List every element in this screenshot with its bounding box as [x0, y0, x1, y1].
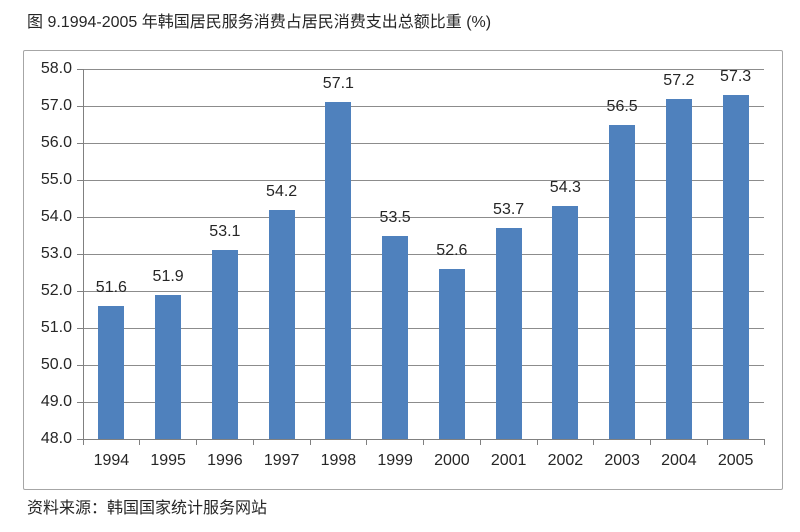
x-axis-tick: [139, 439, 141, 445]
gridline: [83, 253, 764, 255]
gridline: [83, 401, 764, 403]
y-axis-tick: [77, 401, 83, 403]
bar-2005: [722, 94, 749, 439]
x-axis-line: [77, 438, 765, 440]
x-axis-tick-label: 1994: [93, 452, 130, 469]
x-axis-tick: [252, 439, 254, 445]
x-axis-tick-label: 1995: [150, 452, 186, 469]
y-axis-tick: [77, 216, 83, 218]
bar-2004: [665, 98, 692, 439]
x-axis-tick: [479, 439, 481, 445]
y-axis-tick-label: 57.0: [40, 97, 72, 114]
y-axis-tick: [77, 327, 83, 329]
bar-value-label: 57.1: [322, 75, 354, 93]
y-axis-tick: [77, 364, 83, 366]
x-axis-tick-label: 1998: [320, 452, 357, 469]
x-axis-tick: [763, 439, 765, 445]
x-axis-tick-label: 1997: [263, 452, 300, 469]
gridline: [83, 290, 764, 292]
gridline: [83, 68, 764, 70]
x-axis-tick-label: 2003: [604, 452, 640, 469]
y-axis-tick-label: 54.0: [40, 208, 72, 225]
gridline: [83, 179, 764, 181]
bar-1996: [211, 250, 238, 439]
gridline: [83, 364, 764, 366]
y-axis-tick-label: 58.0: [40, 60, 72, 77]
y-axis-tick-label: 56.0: [40, 134, 72, 151]
y-axis-tick-label: 51.0: [40, 319, 72, 336]
figure-title: 图 9.1994-2005 年韩国居民服务消费占居民消费支出总额比重 (%): [27, 14, 492, 31]
bar-1995: [155, 294, 182, 439]
bar-value-label: 54.2: [266, 182, 298, 200]
y-axis-tick: [77, 142, 83, 144]
bar-1999: [382, 235, 409, 439]
x-axis-tick: [82, 439, 84, 445]
gridline: [83, 105, 764, 107]
x-axis-tick: [650, 439, 651, 445]
bar-2002: [552, 205, 579, 439]
y-axis-tick-label: 53.0: [40, 245, 72, 262]
x-axis-tick-label: 2004: [661, 452, 697, 469]
bar-2001: [495, 228, 522, 439]
bar-2003: [609, 124, 636, 439]
bar-value-label: 56.5: [606, 97, 638, 115]
gridline: [83, 327, 764, 329]
x-axis-tick: [706, 439, 708, 445]
y-axis-tick-label: 50.0: [40, 356, 72, 373]
x-axis-tick: [423, 439, 424, 445]
y-axis-tick: [77, 253, 83, 255]
y-axis-tick-label: 49.0: [40, 393, 72, 410]
bar-value-label: 51.9: [152, 267, 184, 285]
bar-1994: [98, 305, 125, 439]
y-axis-tick: [77, 68, 83, 70]
y-axis-tick-label: 52.0: [40, 282, 72, 299]
x-axis-tick: [366, 439, 368, 445]
y-axis-tick-label: 55.0: [40, 171, 72, 188]
x-axis-tick-label: 1996: [207, 452, 243, 469]
source-note: 资料来源：韩国国家统计服务网站: [27, 500, 268, 517]
x-axis-tick-label: 2000: [434, 452, 470, 469]
bar-value-label: 57.2: [663, 71, 695, 89]
x-axis-tick-label: 2005: [717, 452, 754, 469]
x-axis-tick-label: 1999: [377, 452, 413, 469]
x-axis-tick: [536, 439, 538, 445]
bar-chart: 58.0 57.0 56.0 55.0 54.0 53.0 52.0 51.0 50.0 49.0…: [23, 50, 783, 490]
bar-value-label: 52.6: [436, 241, 468, 259]
gridline: [83, 142, 764, 144]
y-axis-tick-label: 48.0: [40, 430, 72, 447]
x-axis-tick: [593, 439, 595, 445]
bar-value-label: 53.5: [379, 208, 411, 226]
y-axis-tick: [77, 105, 83, 107]
bar-value-label: 53.1: [209, 223, 241, 241]
bar-1998: [325, 102, 352, 439]
y-axis-tick: [77, 179, 83, 181]
bar-value-label: 57.3: [720, 67, 752, 85]
bar-value-label: 53.7: [493, 201, 525, 219]
y-axis-tick: [77, 290, 83, 292]
bar-2000: [438, 268, 465, 439]
x-axis-tick-label: 2002: [547, 452, 584, 469]
x-axis-tick: [196, 439, 197, 445]
x-axis-tick-label: 2001: [490, 452, 527, 469]
bar-value-label: 51.6: [95, 278, 127, 296]
y-axis-line: [83, 69, 84, 439]
bar-1997: [268, 209, 295, 439]
gridline: [83, 216, 764, 218]
bar-value-label: 54.3: [549, 178, 581, 196]
x-axis-tick: [309, 439, 311, 445]
